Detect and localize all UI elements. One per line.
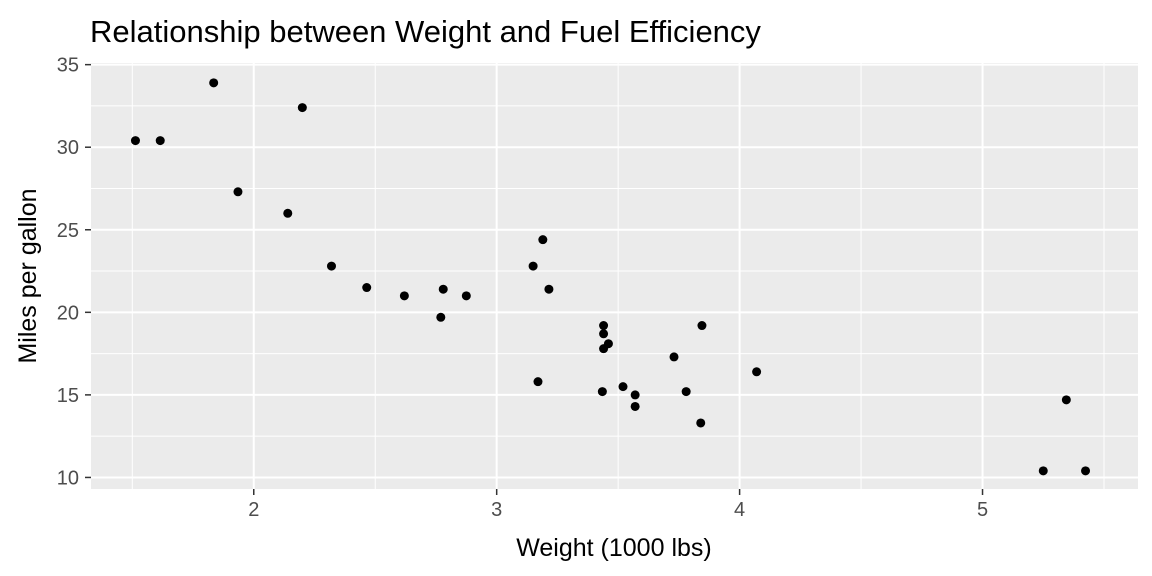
x-tick-label: 4 xyxy=(734,499,745,521)
data-point xyxy=(1038,466,1048,476)
chart-title: Relationship between Weight and Fuel Eff… xyxy=(90,14,761,49)
data-point xyxy=(630,401,640,411)
data-point xyxy=(669,352,679,362)
y-tick-label: 30 xyxy=(57,137,79,159)
data-points xyxy=(130,78,1091,476)
data-point xyxy=(597,387,607,397)
data-point xyxy=(603,339,613,349)
data-point xyxy=(399,291,409,301)
major-gridlines xyxy=(91,63,1138,489)
data-point xyxy=(297,103,307,113)
data-point xyxy=(283,208,293,218)
y-axis-title: Miles per gallon xyxy=(14,188,42,363)
data-point xyxy=(326,261,336,271)
x-axis-title: Weight (1000 lbs) xyxy=(516,534,711,562)
data-point xyxy=(599,329,609,339)
data-point xyxy=(155,136,165,146)
plot-panel xyxy=(91,63,1138,489)
data-point xyxy=(599,321,609,331)
y-tick-label: 10 xyxy=(57,467,79,489)
y-axis: 10 15 20 25 30 35 xyxy=(57,55,91,489)
data-point xyxy=(618,382,628,392)
data-point xyxy=(696,418,706,428)
minor-gridlines xyxy=(91,63,1138,489)
data-point xyxy=(461,291,471,301)
data-point xyxy=(438,284,448,294)
data-point xyxy=(1061,395,1071,405)
data-point xyxy=(544,284,554,294)
data-point xyxy=(533,377,543,387)
y-tick-label: 15 xyxy=(57,385,79,407)
data-point xyxy=(436,312,446,322)
data-point xyxy=(538,235,548,245)
data-point xyxy=(362,283,372,293)
data-point xyxy=(528,261,538,271)
data-point xyxy=(630,390,640,400)
y-tick-label: 35 xyxy=(57,55,79,77)
data-point xyxy=(752,367,762,377)
data-point xyxy=(697,321,707,331)
data-point xyxy=(233,187,243,197)
x-tick-label: 5 xyxy=(977,499,988,521)
y-tick-label: 25 xyxy=(57,220,79,242)
x-tick-label: 2 xyxy=(248,499,259,521)
x-axis: 2 3 4 5 xyxy=(248,489,988,521)
x-tick-label: 3 xyxy=(491,499,502,521)
data-point xyxy=(681,387,691,397)
data-point xyxy=(1081,466,1091,476)
data-point xyxy=(209,78,219,88)
data-point xyxy=(130,136,140,146)
y-tick-label: 20 xyxy=(57,302,79,324)
